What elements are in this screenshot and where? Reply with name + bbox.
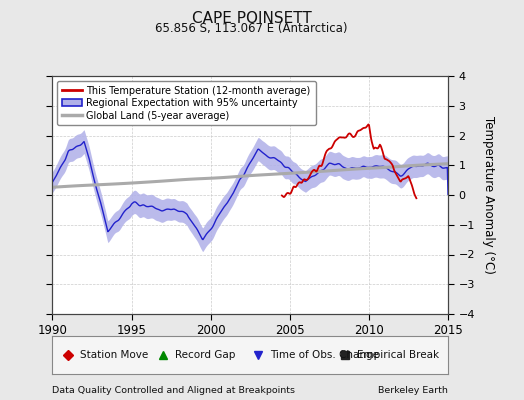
Text: Station Move: Station Move	[80, 350, 148, 360]
Text: Record Gap: Record Gap	[175, 350, 235, 360]
Text: 65.856 S, 113.067 E (Antarctica): 65.856 S, 113.067 E (Antarctica)	[155, 22, 348, 35]
Text: Data Quality Controlled and Aligned at Breakpoints: Data Quality Controlled and Aligned at B…	[52, 386, 296, 395]
Legend: This Temperature Station (12-month average), Regional Expectation with 95% uncer: This Temperature Station (12-month avera…	[57, 81, 315, 126]
Text: Time of Obs. Change: Time of Obs. Change	[270, 350, 379, 360]
Text: CAPE POINSETT: CAPE POINSETT	[192, 11, 311, 26]
Text: Empirical Break: Empirical Break	[357, 350, 439, 360]
Y-axis label: Temperature Anomaly (°C): Temperature Anomaly (°C)	[482, 116, 495, 274]
Text: Berkeley Earth: Berkeley Earth	[378, 386, 448, 395]
